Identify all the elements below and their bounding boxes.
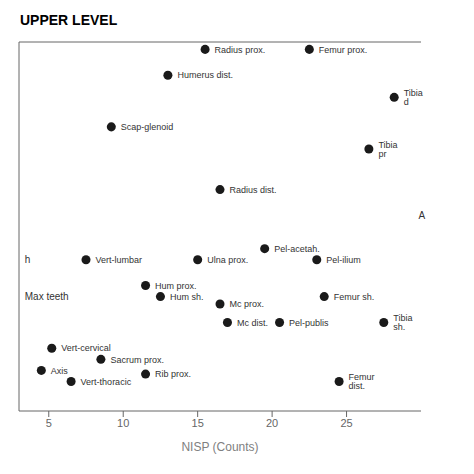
svg-text:Mc prox.: Mc prox. [230,299,265,309]
svg-text:Hum prox.: Hum prox. [155,281,197,291]
svg-text:20: 20 [266,417,278,429]
svg-text:Femur prox.: Femur prox. [319,45,368,55]
svg-text:Vert-lumbar: Vert-lumbar [96,255,143,265]
svg-text:Vert-thoracic: Vert-thoracic [81,377,132,387]
svg-text:10: 10 [117,417,129,429]
svg-text:Pel-ilium: Pel-ilium [326,255,361,265]
svg-text:Radius dist.: Radius dist. [230,185,277,195]
svg-text:h: h [25,254,31,265]
svg-text:Rib prox.: Rib prox. [155,369,191,379]
svg-text:Pel-acetah.: Pel-acetah. [274,244,320,254]
svg-text:Femur sh.: Femur sh. [334,292,375,302]
svg-text:Max teeth: Max teeth [25,291,69,302]
svg-text:Tibiash.: Tibiash. [393,313,412,332]
svg-text:Radius prox.: Radius prox. [215,45,266,55]
svg-text:Scap-glenoid: Scap-glenoid [121,122,174,132]
svg-text:15: 15 [192,417,204,429]
svg-text:NISP (Counts): NISP (Counts) [181,440,258,454]
svg-text:Sacrum prox.: Sacrum prox. [110,355,164,365]
html-text:UPPER LEVEL: UPPER LEVEL [20,12,118,28]
svg-text:A: A [419,210,426,221]
svg-text:Pel-publis: Pel-publis [289,318,329,328]
svg-text:Hum sh.: Hum sh. [170,292,204,302]
svg-text:Tibiapr: Tibiapr [378,140,397,159]
svg-text:Mc dist.: Mc dist. [237,318,268,328]
svg-text:Tibiad: Tibiad [404,88,423,107]
svg-text:Femurdist.: Femurdist. [349,372,375,391]
svg-text:Ulna prox.: Ulna prox. [207,255,248,265]
svg-text:Axis: Axis [51,366,69,376]
svg-text:5: 5 [46,417,52,429]
svg-text:25: 25 [340,417,352,429]
svg-text:Humerus dist.: Humerus dist. [177,70,233,80]
svg-text:Vert-cervical: Vert-cervical [61,343,111,353]
